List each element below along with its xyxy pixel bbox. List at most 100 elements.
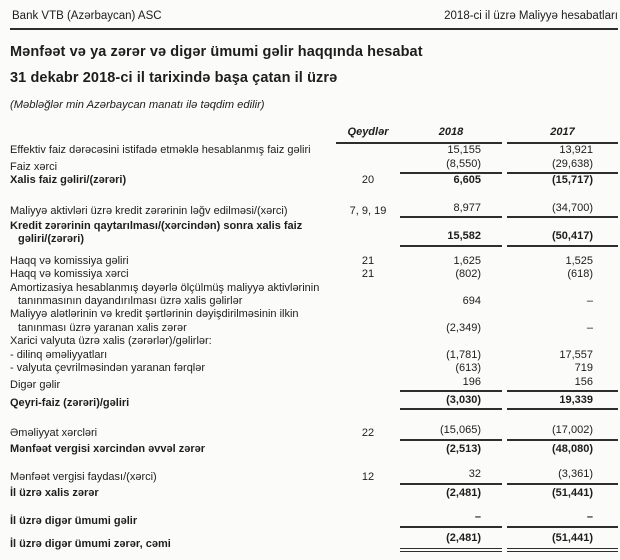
row-label-line: tanınmasının dayandırılması üzrə xalis g… [18,295,243,308]
row-label-line: İl üzrə xalis zərər [10,486,99,499]
row-label-line: Mənfəət vergisi xərcindən əvvəl zərər [10,442,206,455]
value-2018: (613) [455,362,481,375]
value-2018: (15,065) [400,424,502,441]
row-label-line: gəliri/(zərəri) [18,233,85,246]
table-row: Maliyyə aktivləri üzrə kredit zərərinin … [10,202,618,219]
value-2018: 6,605 [453,174,481,187]
value-2018: 15,582 [400,230,502,247]
table-row: Xalis faiz gəliri/(zərəri) 20 6,605 (15,717… [10,174,618,187]
table-row: Qeyri-faiz (zərəri)/gəliri (3,030) 19,339 [10,394,618,411]
row-note-ref: 21 [361,254,375,267]
row-label-line: İl üzrə digər ümumi gəlir [10,514,138,527]
value-2018: (1,781) [446,348,481,361]
value-2017: (34,700) [507,202,618,219]
value-2018: 694 [462,295,481,308]
row-label: - valyuta çevrilməsindən yaranan fərqlər [10,362,336,375]
value-2017: (48,080) [552,442,593,455]
table-spacer [10,247,618,255]
table-row: Digər gəlir 196 156 [10,376,618,392]
row-note-ref: 7, 9, 19 [349,204,387,217]
table-row: Haqq və komissiya xərci 21 (802) (618) [10,268,618,281]
table-row: Effektiv faiz dərəcəsini istifadə etməkl… [10,144,618,157]
row-label-line: Haqq və komissiya xərci [10,268,129,281]
row-label-line: Kredit zərərinin qaytarılması/(xərcindən… [10,220,303,233]
value-2018: (8,550) [400,158,502,175]
value-2018: (3,030) [400,394,502,411]
row-note-ref: 20 [361,174,375,187]
table-row: Kredit zərərinin qaytarılması/(xərcindən… [10,220,618,247]
document-header: Bank VTB (Azərbaycan) ASC 2018-ci il üzr… [10,8,618,30]
row-label: Digər gəlir [10,379,336,392]
row-label-line: - valyuta çevrilməsindən yaranan fərqlər [10,362,206,375]
table-row: Amortizasiya hesablanmış dəyərlə ölçülmü… [10,282,618,309]
value-2017: 1,525 [565,254,593,267]
row-label-line: Digər gəlir [10,378,61,391]
row-label-line: Mənfəət vergisi faydası/(xərci) [10,471,157,484]
value-2017: 19,339 [507,394,618,411]
row-label: Mənfəət vergisi faydası/(xərci) [10,471,336,484]
row-label-line: Xarici valyuta üzrə xalis (zərərlər)/gəl… [10,335,212,348]
row-label-line: - dilinq əməliyyatları [10,348,108,361]
value-2017: (618) [567,268,593,281]
row-label-line: Effektiv faiz dərəcəsini istifadə etməkl… [10,144,311,157]
row-label-line: Əməliyyat xərcləri [10,427,98,440]
row-label: Maliyyə aktivləri üzrə kredit zərərinin … [10,205,336,218]
table-spacer [10,456,618,468]
table-row: Haqq və komissiya gəliri 21 1,625 1,525 [10,255,618,268]
table-spacer [10,500,618,511]
row-label-line: tanınması üzrə yaranan xalis zərər [18,321,187,334]
value-2017: (51,441) [552,486,593,499]
row-note-ref: 21 [361,268,375,281]
value-2017: 156 [507,376,618,392]
row-label-line: Amortizasiya hesablanmış dəyərlə ölçülmü… [10,281,320,294]
value-2017: 719 [574,362,593,375]
row-label-line: Haqq və komissiya gəliri [10,254,129,267]
statement-title: Mənfəət və ya zərər və digər ümumi gəlir… [10,44,423,60]
table-spacer [10,188,618,202]
value-2018: 1,625 [453,254,481,267]
row-label: Mənfəət vergisi xərcindən əvvəl zərər [10,443,336,456]
value-2017: (15,717) [552,174,593,187]
table-row: - dilinq əməliyyatları (1,781) 17,557 [10,349,618,362]
row-label: İl üzrə digər ümumi zərər, cəmi [10,538,336,551]
row-label: Əməliyyat xərcləri [10,427,336,440]
row-label: Maliyyə alətlərinin və kredit şərtlərini… [10,308,336,335]
units-note: (Məbləğlər min Azərbaycan manatı ilə təq… [10,99,265,111]
row-label: Haqq və komissiya xərci [10,268,336,281]
row-label-line: Faiz xərci [10,160,58,173]
value-2017: (51,441) [507,532,618,552]
value-2018: (2,513) [446,442,481,455]
table-row: - valyuta çevrilməsindən yaranan fərqlər… [10,362,618,375]
table-row: İl üzrə xalis zərər (2,481) (51,441) [10,487,618,500]
table-body: Effektiv faiz dərəcəsini istifadə etməkl… [10,144,618,552]
row-label: Xalis faiz gəliri/(zərəri) [10,174,336,187]
row-label: Faiz xərci [10,161,336,174]
row-label: İl üzrə xalis zərər [10,487,336,500]
table-row: İl üzrə digər ümumi zərər, cəmi (2,481) (5… [10,532,618,552]
value-2018: 8,977 [400,202,502,219]
table-row: Faiz xərci (8,550) (29,638) [10,158,618,175]
value-2017: – [507,511,618,529]
company-name: Bank VTB (Azərbaycan) ASC [12,10,162,22]
value-2018: 15,155 [447,144,481,157]
report-title: 2018-ci il üzrə Maliyyə hesabatları [444,10,618,22]
row-note-ref: 12 [361,471,375,484]
value-2018: (2,349) [446,321,481,334]
table-row: İl üzrə digər ümumi gəlir – – [10,511,618,529]
table-row: Maliyyə alətlərinin və kredit şərtlərini… [10,308,618,335]
row-label-line: Maliyyə alətlərinin və kredit şərtlərini… [10,308,299,321]
row-label: Effektiv faiz dərəcəsini istifadə etməkl… [10,144,336,157]
row-label: Xarici valyuta üzrə xalis (zərərlər)/gəl… [10,335,336,348]
row-label: Kredit zərərinin qaytarılması/(xərcindən… [10,220,336,247]
row-label-line: Xalis faiz gəliri/(zərəri) [10,174,127,187]
value-2018: (802) [455,268,481,281]
table-row: Mənfəət vergisi faydası/(xərci) 12 32 (3,36… [10,468,618,485]
row-note-ref: 22 [361,427,375,440]
row-label: - dilinq əməliyyatları [10,349,336,362]
row-label-line: Maliyyə aktivləri üzrə kredit zərərinin … [10,204,288,217]
value-2017: – [586,321,593,334]
value-2017: (50,417) [507,230,618,247]
table-row: Xarici valyuta üzrə xalis (zərərlər)/gəl… [10,335,618,348]
income-statement-table: Qeydlər 2018 2017 Effektiv faiz dərəcəsi… [10,126,618,552]
